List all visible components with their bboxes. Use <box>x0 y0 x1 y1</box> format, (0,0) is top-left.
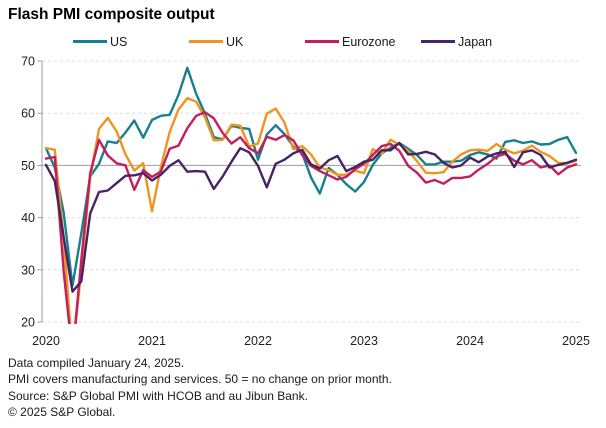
x-axis-label-2023: 2023 <box>350 334 378 348</box>
legend-label-us: US <box>110 34 128 49</box>
x-axis-label-2020: 2020 <box>32 334 60 348</box>
chart-legend: US UK Eurozone Japan <box>73 34 606 49</box>
footnote-copyright: © 2025 S&P Global. <box>8 405 116 420</box>
pmi-line-chart: 20 30 40 50 60 70 2020 2021 2022 2023 2024 2025 <box>21 55 590 349</box>
x-axis-label-2022: 2022 <box>244 334 272 348</box>
x-axis-label-2025: 2025 <box>562 334 590 348</box>
y-axis-label-70: 70 <box>21 55 35 69</box>
legend-item-japan: Japan <box>421 35 492 49</box>
legend-line-swatch-uk <box>189 40 223 43</box>
footnote-pmi-definition: PMI covers manufacturing and services. 5… <box>8 372 392 387</box>
series-line-us <box>44 66 578 287</box>
legend-item-eurozone: Eurozone <box>305 35 421 49</box>
footnote-source: Source: S&P Global PMI with HCOB and au … <box>8 388 308 403</box>
legend-label-japan: Japan <box>458 34 493 49</box>
legend-label-eurozone: Eurozone <box>342 34 396 49</box>
x-axis-label-2021: 2021 <box>138 334 166 348</box>
y-axis-label-40: 40 <box>21 211 35 225</box>
legend-item-uk: UK <box>189 35 305 49</box>
y-axis-label-30: 30 <box>21 263 35 277</box>
footnote-data-compiled: Data compiled January 24, 2025. <box>8 356 185 370</box>
legend-label-uk: UK <box>226 34 244 49</box>
y-axis-label-60: 60 <box>21 107 35 121</box>
y-axis-label-20: 20 <box>21 316 35 330</box>
legend-line-swatch-japan <box>421 40 455 43</box>
legend-item-us: US <box>73 35 189 49</box>
chart-footnotes: Data compiled January 24, 2025. PMI cove… <box>8 355 606 421</box>
legend-line-swatch-us <box>73 40 107 43</box>
legend-line-swatch-eurozone <box>305 40 339 43</box>
series-line-uk <box>44 96 578 324</box>
chart-title: Flash PMI composite output <box>8 6 215 23</box>
y-axis-label-50: 50 <box>21 159 35 173</box>
series-line-japan <box>44 141 578 293</box>
series-line-eurozone <box>44 111 578 324</box>
x-axis-label-2024: 2024 <box>456 334 484 348</box>
